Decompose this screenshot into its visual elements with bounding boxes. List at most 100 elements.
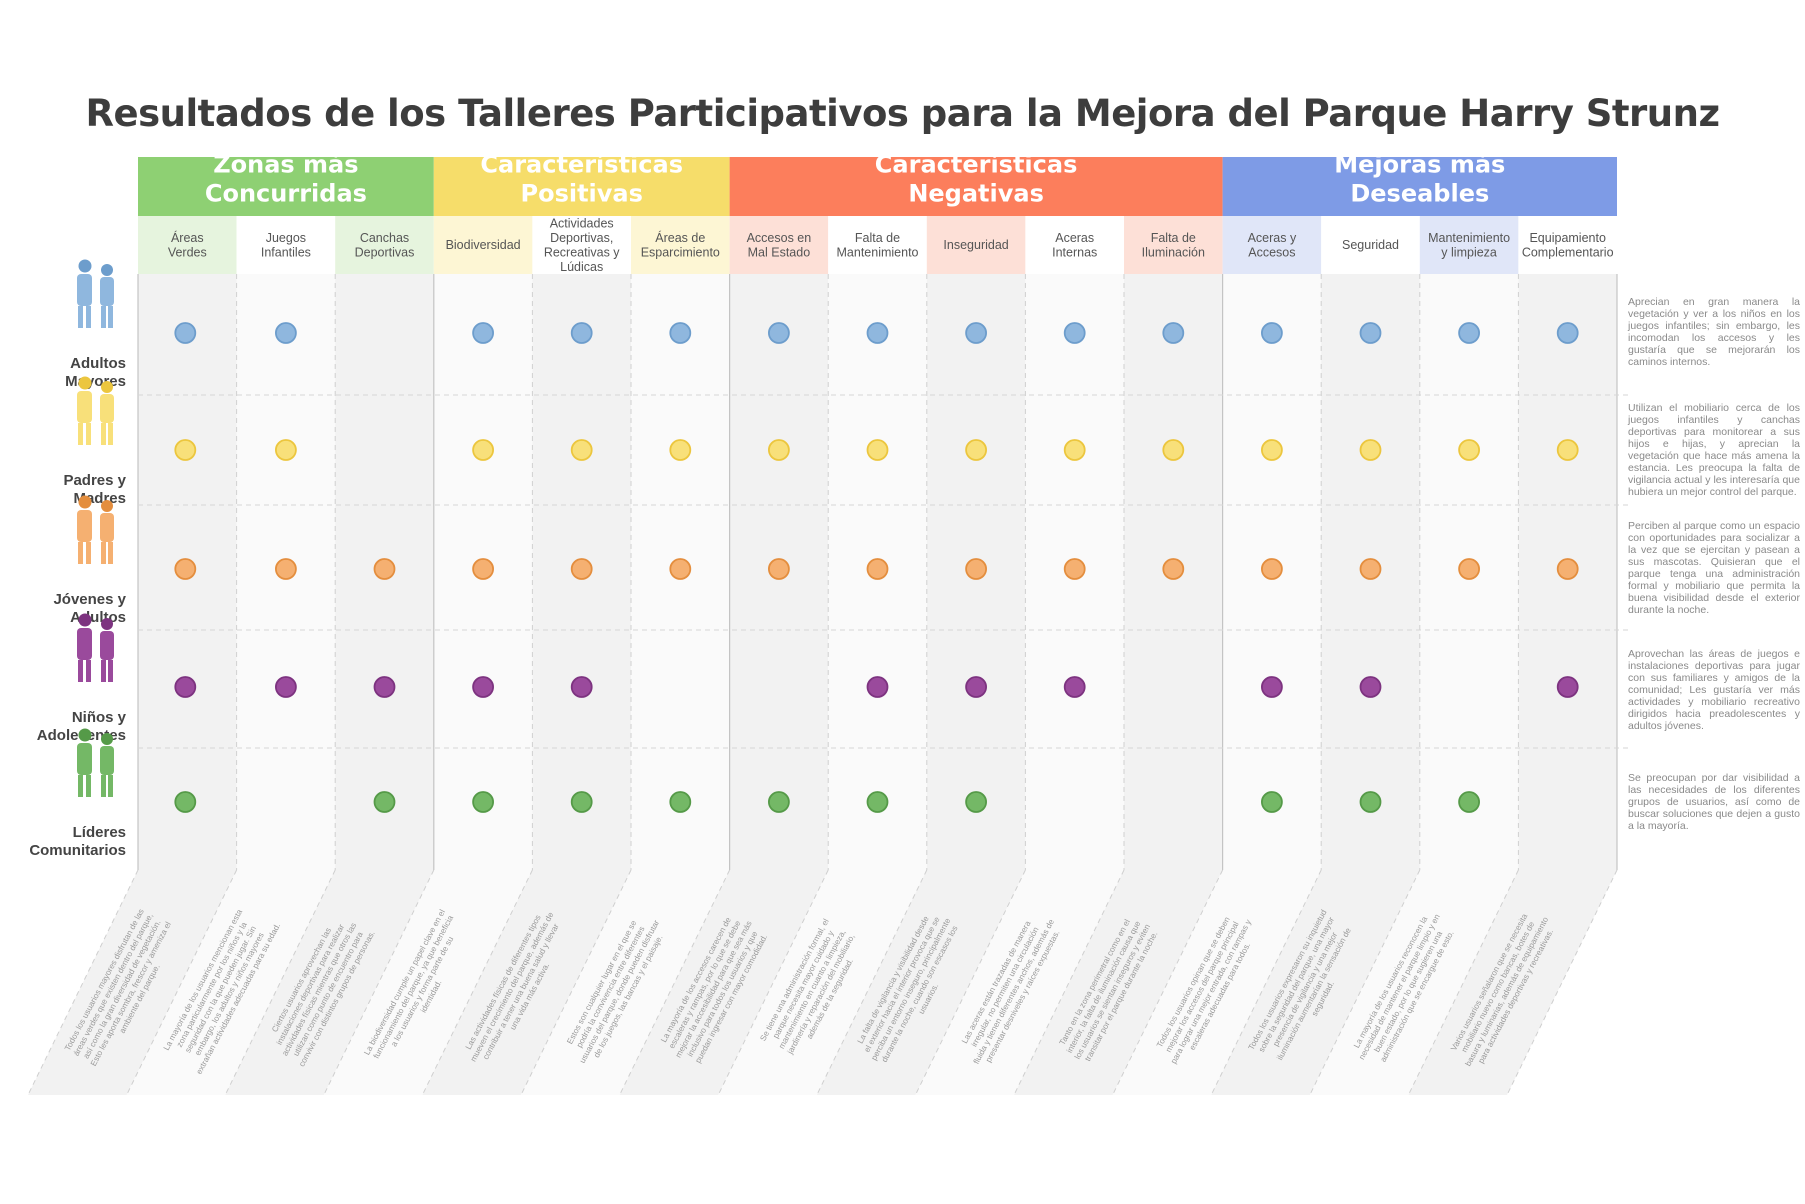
column-label: Inseguridad	[943, 238, 1008, 252]
data-dot	[1556, 439, 1579, 461]
column-panel	[1112, 274, 1322, 1095]
column-label: Falta de Mantenimiento	[837, 231, 919, 260]
data-dot	[373, 558, 396, 580]
data-dot	[669, 791, 692, 813]
column-divider-slant	[1309, 869, 1421, 1096]
column-divider-slant	[520, 869, 632, 1096]
data-dot	[373, 676, 396, 698]
column-divider-slant	[1013, 869, 1125, 1096]
column-panel	[1211, 274, 1420, 1095]
data-dot	[1556, 676, 1579, 698]
column-panel	[422, 274, 631, 1095]
data-dot	[1458, 558, 1480, 580]
column-header-cell	[1222, 216, 1322, 274]
data-dot	[1261, 791, 1283, 813]
column-panel	[915, 274, 1124, 1095]
group-header-label: Zonas más Concurridas	[205, 151, 367, 208]
column-header-cell	[631, 216, 730, 274]
row-label: Líderes Comunitarios	[29, 824, 126, 859]
data-dot	[1458, 322, 1480, 344]
column-label: Falta de Iluminación	[1142, 231, 1205, 260]
column-header-cell	[433, 216, 533, 274]
column-header-cell	[1025, 216, 1124, 274]
column-label: Juegos Infantiles	[261, 231, 311, 260]
column-panel	[1309, 274, 1519, 1095]
column-divider-slant	[126, 869, 238, 1096]
column-label: Actividades Deportivas, Recreativas y Lúdic…	[544, 216, 620, 274]
column-panel	[1014, 274, 1223, 1095]
data-dot	[570, 558, 593, 580]
column-divider-slant	[717, 869, 829, 1096]
data-dot	[174, 558, 197, 580]
data-dot	[1458, 791, 1480, 813]
data-dot	[274, 558, 297, 580]
column-panel	[521, 274, 730, 1095]
column-label: Áreas Verdes	[168, 230, 207, 260]
column-divider-slant	[27, 869, 139, 1096]
column-divider-slant	[224, 869, 336, 1096]
column-divider-slant	[323, 869, 435, 1096]
data-dot	[472, 322, 495, 344]
community-leaders-icon	[77, 728, 114, 797]
data-dot	[1556, 322, 1579, 344]
column-header-cell	[532, 216, 631, 274]
data-dot	[965, 439, 987, 461]
data-dot	[1458, 439, 1480, 461]
row-note: Aprecian en gran manera la vegetación y …	[1628, 296, 1800, 368]
data-dot	[472, 558, 495, 580]
data-dot	[1063, 676, 1086, 698]
data-dot	[1261, 439, 1283, 461]
column-label: Aceras Internas	[1052, 231, 1097, 260]
data-dot	[174, 439, 197, 461]
column-header-cell	[1124, 216, 1223, 274]
data-dot	[373, 791, 396, 813]
data-dot	[965, 676, 987, 698]
data-dot	[570, 791, 593, 813]
data-dot	[1359, 676, 1382, 698]
group-header	[433, 157, 730, 216]
chart-title: Resultados de los Talleres Participativo…	[85, 92, 1721, 135]
data-dot	[1162, 558, 1185, 580]
parent-child-icon	[77, 376, 114, 445]
column-header-cell	[926, 216, 1026, 274]
data-dot	[274, 439, 297, 461]
data-dot	[174, 791, 197, 813]
data-dot	[472, 791, 495, 813]
column-panel	[1408, 274, 1617, 1095]
data-dot	[1359, 322, 1382, 344]
column-label: Mantenimiento y limpieza	[1428, 231, 1510, 260]
column-divider-slant	[1506, 869, 1618, 1096]
data-dot	[174, 676, 197, 698]
column-header-cell	[828, 216, 927, 274]
data-dot	[570, 676, 593, 698]
data-dot	[1162, 439, 1185, 461]
row-note: Perciben al parque como un espacio con o…	[1628, 520, 1800, 616]
data-dot	[669, 322, 692, 344]
data-dot	[768, 322, 790, 344]
data-dot	[1556, 558, 1579, 580]
column-label: Equipamiento Complementario	[1522, 231, 1614, 260]
data-dot	[768, 439, 790, 461]
column-label: Biodiversidad	[446, 238, 521, 252]
row-label: Adultos Mayores	[65, 355, 126, 390]
column-panel	[718, 274, 927, 1095]
column-panel	[816, 274, 1026, 1095]
column-header-cell	[138, 216, 237, 274]
data-dot	[866, 322, 889, 344]
data-dot	[570, 322, 593, 344]
column-header-cell	[729, 216, 829, 274]
young-adults-icon	[77, 495, 114, 564]
data-dot	[669, 439, 692, 461]
column-divider-slant	[421, 869, 533, 1096]
column-label: Canchas Deportivas	[355, 231, 415, 260]
children-icon	[77, 613, 114, 682]
data-dot	[1359, 439, 1382, 461]
column-divider-slant	[1112, 869, 1224, 1096]
column-label: Seguridad	[1342, 238, 1399, 252]
data-dot	[274, 322, 297, 344]
data-dot	[866, 439, 889, 461]
data-dot	[965, 791, 987, 813]
column-divider-slant	[619, 869, 731, 1096]
column-header-cell	[1518, 216, 1617, 274]
